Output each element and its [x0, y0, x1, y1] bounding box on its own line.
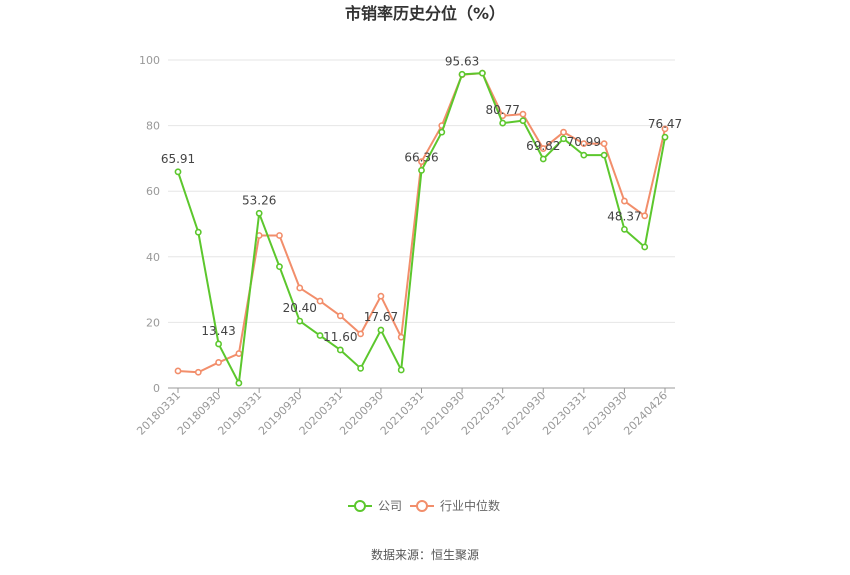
data-point: [174, 367, 182, 375]
data-point: [539, 155, 547, 163]
data-point: [418, 166, 425, 174]
data-point: [458, 70, 466, 78]
data-label: 65.91: [161, 152, 195, 166]
data-label: 53.26: [242, 193, 276, 207]
y-tick-label: 20: [146, 316, 160, 329]
chart-title: 市销率历史分位（%）: [345, 4, 505, 23]
data-label: 76.47: [648, 117, 682, 131]
y-axis: 0 20 40 60 80 100: [139, 54, 160, 395]
data-point: [478, 69, 486, 77]
data-point: [397, 366, 405, 374]
data-label: 13.43: [201, 324, 235, 338]
data-point: [377, 326, 385, 334]
y-tick-label: 100: [139, 54, 160, 67]
data-point: [194, 228, 202, 236]
y-tick-label: 80: [146, 120, 160, 133]
data-point: [316, 297, 324, 305]
data-point: [215, 359, 222, 366]
data-label: 66.36: [404, 150, 438, 164]
data-point: [519, 117, 527, 125]
legend-label: 行业中位数: [440, 498, 500, 513]
data-point: [560, 128, 567, 136]
y-tick-label: 0: [153, 382, 160, 395]
data-point: [641, 212, 649, 220]
data-point: [621, 197, 628, 205]
series-layer: [174, 69, 669, 387]
data-point: [661, 133, 669, 141]
data-point: [621, 225, 628, 233]
legend-item-1[interactable]: 行业中位数: [410, 498, 500, 513]
data-point: [357, 330, 365, 338]
series-line-1: [177, 72, 666, 374]
legend-label: 公司: [378, 499, 402, 513]
data-point: [255, 209, 263, 217]
data-point: [357, 364, 365, 372]
data-label: 70.99: [567, 135, 601, 149]
data-point: [296, 284, 304, 292]
data-point: [235, 350, 243, 357]
series-line-0: [177, 72, 666, 385]
data-labels: 65.91 13.43 53.26 20.40 11.60 17.67 66.36 95.63…: [161, 54, 682, 344]
data-point: [418, 158, 425, 166]
x-axis: 2018033120180930201903312019093020200331…: [134, 387, 675, 438]
legend-marker: [416, 500, 428, 512]
data-point: [397, 333, 405, 341]
grid-lines: [168, 59, 675, 323]
data-point: [276, 232, 283, 239]
legend[interactable]: 公司 行业中位数: [348, 498, 500, 513]
legend-item-0[interactable]: 公司: [348, 499, 402, 513]
legend-marker: [354, 500, 366, 512]
data-label: 17.67: [364, 310, 398, 324]
y-tick-label: 60: [146, 185, 160, 198]
data-label: 80.77: [485, 103, 519, 117]
data-point: [276, 263, 283, 271]
source-note: 数据来源：恒生聚源: [371, 547, 479, 562]
data-point: [641, 243, 649, 251]
data-label: 11.60: [323, 330, 357, 344]
data-point: [580, 151, 588, 159]
data-point: [580, 140, 588, 148]
data-point: [519, 110, 527, 118]
data-point: [174, 168, 182, 176]
data-label: 69.82: [526, 139, 560, 153]
data-point: [377, 292, 385, 300]
data-point: [336, 346, 344, 354]
y-tick-label: 40: [146, 251, 160, 264]
data-point: [235, 379, 243, 387]
data-point: [316, 332, 324, 339]
data-point: [560, 135, 567, 143]
data-label: 48.37: [607, 209, 641, 223]
data-point: [296, 317, 304, 325]
data-point: [661, 125, 669, 133]
data-label: 95.63: [445, 54, 479, 68]
data-label: 20.40: [283, 301, 317, 315]
data-point: [336, 312, 344, 320]
data-point: [215, 340, 222, 348]
data-point: [539, 145, 547, 152]
data-point: [600, 151, 608, 159]
data-point: [194, 368, 202, 376]
data-point: [600, 140, 608, 148]
data-point: [499, 119, 507, 127]
data-point: [438, 128, 446, 136]
x-tick-label: 20240426: [621, 389, 670, 438]
